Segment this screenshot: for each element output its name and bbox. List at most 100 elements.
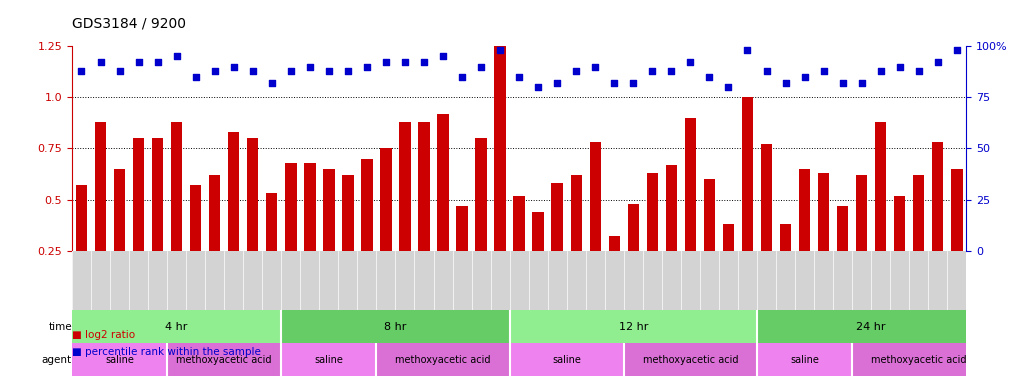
Bar bbox=[704, 179, 715, 302]
Bar bbox=[361, 159, 372, 302]
Point bbox=[835, 80, 851, 86]
Bar bbox=[456, 206, 468, 302]
Point bbox=[435, 53, 451, 60]
Bar bbox=[761, 144, 772, 302]
Bar bbox=[437, 114, 449, 302]
Bar bbox=[894, 195, 906, 302]
Bar bbox=[951, 169, 962, 302]
Bar bbox=[837, 206, 848, 302]
Bar bbox=[666, 165, 677, 302]
Bar bbox=[475, 138, 487, 302]
Bar bbox=[380, 149, 392, 302]
Point bbox=[587, 63, 603, 70]
Text: 4 hr: 4 hr bbox=[166, 322, 188, 332]
Bar bbox=[875, 122, 886, 302]
Bar bbox=[133, 138, 144, 302]
Bar bbox=[799, 169, 810, 302]
Point bbox=[93, 60, 109, 66]
Point bbox=[377, 60, 394, 66]
Point bbox=[663, 68, 680, 74]
Bar bbox=[513, 195, 525, 302]
Bar bbox=[72, 343, 168, 376]
Bar bbox=[95, 122, 106, 302]
Bar bbox=[76, 185, 87, 302]
Point bbox=[453, 74, 470, 80]
Point bbox=[415, 60, 432, 66]
Text: 12 hr: 12 hr bbox=[619, 322, 648, 332]
Bar bbox=[399, 122, 410, 302]
Text: ■ log2 ratio: ■ log2 ratio bbox=[72, 330, 135, 340]
Bar bbox=[228, 132, 240, 302]
Point bbox=[530, 84, 547, 90]
Bar bbox=[152, 138, 163, 302]
Bar bbox=[757, 310, 986, 343]
Point bbox=[321, 68, 337, 74]
Bar bbox=[551, 183, 563, 302]
Point bbox=[568, 68, 585, 74]
Bar bbox=[571, 175, 582, 302]
Bar bbox=[609, 237, 620, 302]
Text: saline: saline bbox=[552, 355, 581, 365]
Bar bbox=[723, 224, 734, 302]
Bar bbox=[285, 163, 296, 302]
Point bbox=[721, 84, 737, 90]
Text: methoxyacetic acid: methoxyacetic acid bbox=[177, 355, 272, 365]
Point bbox=[929, 60, 946, 66]
Bar bbox=[913, 175, 924, 302]
Point bbox=[131, 60, 147, 66]
Point bbox=[701, 74, 718, 80]
Point bbox=[225, 63, 242, 70]
Point bbox=[683, 60, 699, 66]
Bar bbox=[190, 185, 201, 302]
Bar bbox=[780, 224, 792, 302]
Bar bbox=[282, 310, 510, 343]
Point bbox=[815, 68, 832, 74]
Bar bbox=[494, 46, 506, 302]
Bar bbox=[247, 138, 258, 302]
Point bbox=[263, 80, 280, 86]
Text: time: time bbox=[48, 322, 72, 332]
Point bbox=[797, 74, 813, 80]
Bar bbox=[852, 343, 986, 376]
Bar bbox=[72, 310, 282, 343]
Point bbox=[891, 63, 908, 70]
Point bbox=[777, 80, 794, 86]
Bar bbox=[742, 97, 754, 302]
Bar bbox=[304, 163, 316, 302]
Text: saline: saline bbox=[315, 355, 343, 365]
Point bbox=[169, 53, 185, 60]
Point bbox=[359, 63, 375, 70]
Bar bbox=[342, 175, 354, 302]
Text: GDS3184 / 9200: GDS3184 / 9200 bbox=[72, 17, 186, 31]
Point bbox=[911, 68, 927, 74]
Bar bbox=[266, 194, 278, 302]
Bar bbox=[628, 204, 639, 302]
Point bbox=[625, 80, 641, 86]
Point bbox=[645, 68, 661, 74]
Point bbox=[245, 68, 261, 74]
Text: 8 hr: 8 hr bbox=[384, 322, 407, 332]
Point bbox=[149, 60, 166, 66]
Bar bbox=[114, 169, 125, 302]
Point bbox=[207, 68, 223, 74]
Point bbox=[739, 47, 756, 53]
Bar bbox=[510, 343, 624, 376]
Point bbox=[283, 68, 299, 74]
Bar bbox=[856, 175, 868, 302]
Bar bbox=[818, 173, 830, 302]
Point bbox=[73, 68, 89, 74]
Text: ■ percentile rank within the sample: ■ percentile rank within the sample bbox=[72, 347, 261, 357]
Text: methoxyacetic acid: methoxyacetic acid bbox=[396, 355, 490, 365]
Bar bbox=[932, 142, 944, 302]
Point bbox=[397, 60, 413, 66]
Bar bbox=[685, 118, 696, 302]
Point bbox=[873, 68, 889, 74]
Point bbox=[549, 80, 565, 86]
Text: 24 hr: 24 hr bbox=[856, 322, 886, 332]
Bar bbox=[282, 343, 376, 376]
Bar bbox=[418, 122, 430, 302]
Point bbox=[111, 68, 127, 74]
Bar bbox=[168, 343, 282, 376]
Point bbox=[949, 47, 965, 53]
Bar bbox=[510, 310, 757, 343]
